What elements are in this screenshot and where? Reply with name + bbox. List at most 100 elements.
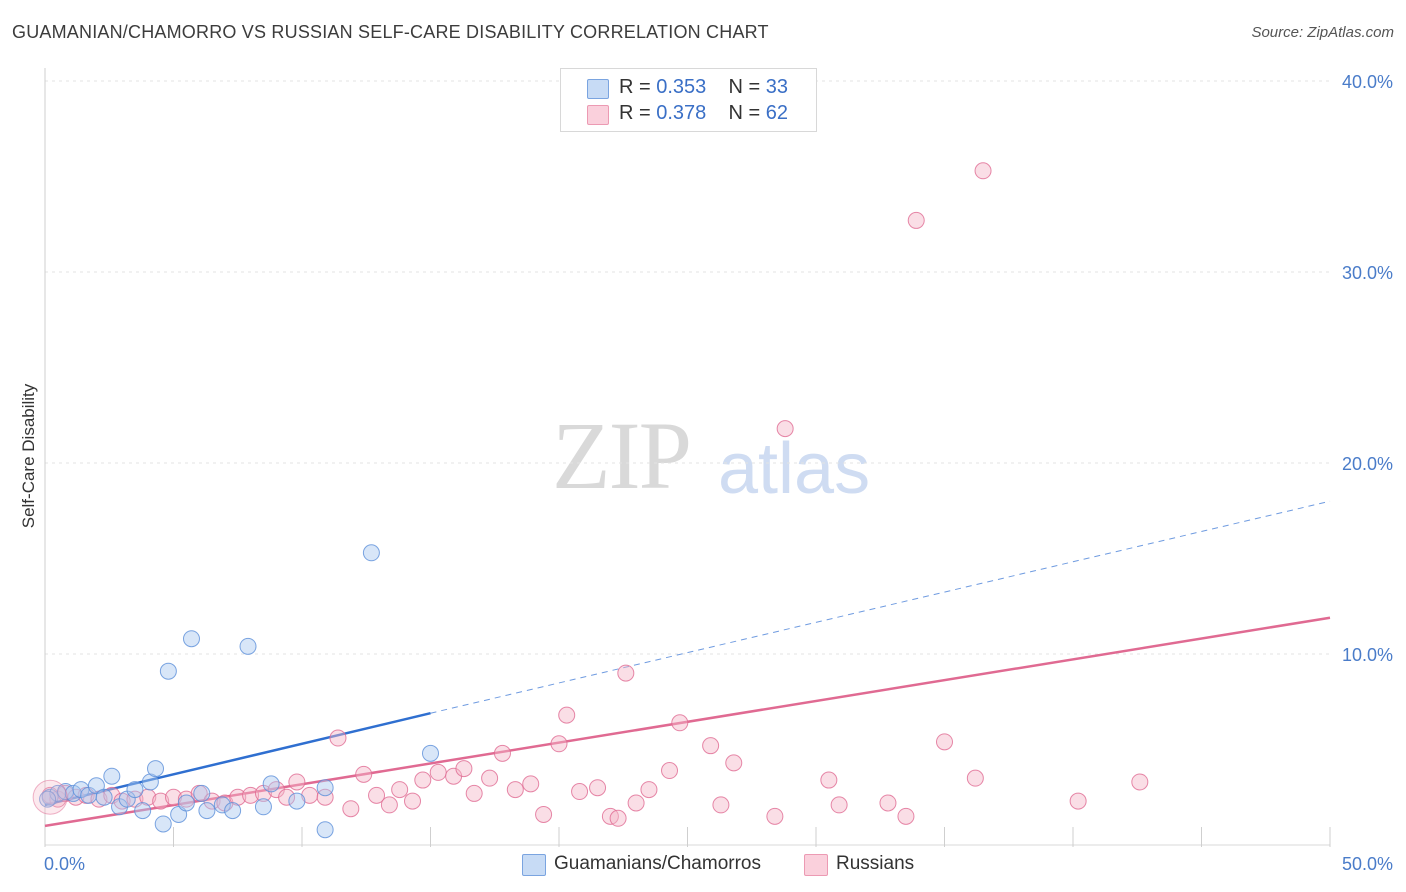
- data-point-russian: [380, 796, 398, 814]
- bottom-legend-swatch-guamanian: [522, 854, 546, 876]
- y-tick-label: 40.0%: [1342, 72, 1393, 92]
- data-point-russian: [974, 162, 992, 180]
- data-point-guamanian: [362, 544, 380, 562]
- legend-r-label: R =: [619, 102, 657, 124]
- data-point-russian: [897, 807, 915, 825]
- data-point-russian: [522, 775, 540, 793]
- data-point-russian: [702, 737, 720, 755]
- data-point-russian: [288, 773, 306, 791]
- data-points: [32, 162, 1149, 839]
- data-point-guamanian: [95, 788, 113, 806]
- y-tick-label: 30.0%: [1342, 263, 1393, 283]
- data-point-russian: [242, 786, 260, 804]
- data-point-russian: [966, 769, 984, 787]
- data-point-russian: [414, 771, 432, 789]
- data-point-russian: [589, 779, 607, 797]
- data-point-guamanian: [239, 637, 257, 655]
- data-point-russian: [712, 796, 730, 814]
- data-point-russian: [329, 729, 347, 747]
- legend-swatch-russian: [587, 105, 609, 125]
- chart-title: GUAMANIAN/CHAMORRO VS RUSSIAN SELF-CARE …: [12, 22, 769, 42]
- data-point-russian: [455, 760, 473, 778]
- data-point-russian: [725, 754, 743, 772]
- legend-r-label: R =: [619, 76, 657, 98]
- data-point-russian: [152, 792, 170, 810]
- data-point-guamanian: [422, 744, 439, 762]
- grid-lines: [45, 80, 1330, 655]
- data-point-russian: [766, 807, 784, 825]
- data-point-guamanian: [198, 802, 216, 820]
- bottom-legend-label: Guamanians/Chamorros: [554, 853, 761, 874]
- legend-n-label: N =: [728, 102, 766, 124]
- data-point-russian: [1069, 792, 1087, 810]
- watermark-atlas: atlas: [718, 429, 871, 509]
- legend-n-label: N =: [728, 76, 766, 98]
- data-point-guamanian: [316, 821, 334, 839]
- x-tick-label: 0.0%: [44, 854, 85, 874]
- data-point-russian: [506, 781, 524, 799]
- data-point-russian: [1131, 773, 1149, 791]
- legend-swatch-guamanian: [587, 79, 609, 99]
- watermark-zip: ZIP: [552, 402, 692, 509]
- data-point-russian: [830, 796, 848, 814]
- data-point-russian: [776, 420, 794, 438]
- data-point-guamanian: [193, 784, 211, 802]
- data-point-guamanian: [159, 662, 177, 680]
- bottom-legend-swatch-russian: [804, 854, 828, 876]
- data-point-guamanian: [134, 802, 152, 820]
- legend-r-value: 0.353: [656, 76, 707, 98]
- x-tick-label: 50.0%: [1342, 854, 1393, 874]
- data-point-russian: [391, 781, 409, 799]
- data-point-guamanian: [41, 788, 59, 806]
- data-point-russian: [429, 763, 447, 781]
- data-point-guamanian: [288, 792, 306, 810]
- data-point-russian: [342, 800, 360, 818]
- data-point-russian: [558, 706, 576, 724]
- data-point-russian: [907, 211, 925, 229]
- chart-source: Source: ZipAtlas.com: [1251, 24, 1394, 41]
- data-point-russian: [640, 781, 658, 799]
- data-point-russian: [368, 786, 386, 804]
- data-point-russian: [571, 783, 589, 801]
- y-tick-label: 20.0%: [1342, 454, 1393, 474]
- data-point-guamanian: [103, 767, 121, 785]
- data-point-russian: [671, 714, 689, 732]
- data-point-russian: [465, 784, 483, 802]
- data-point-russian: [609, 809, 627, 827]
- y-axis-label: Self-Care Disability: [19, 383, 38, 528]
- data-point-guamanian: [141, 773, 159, 791]
- data-point-russian: [355, 765, 373, 783]
- data-point-guamanian: [126, 781, 144, 799]
- data-point-guamanian: [182, 630, 200, 648]
- axes: [44, 68, 1331, 847]
- data-point-russian: [820, 771, 838, 789]
- data-point-guamanian: [262, 775, 280, 793]
- tick-labels: 10.0% 20.0% 30.0% 40.0% 0.0% 50.0%: [44, 72, 1393, 874]
- data-point-guamanian: [147, 760, 165, 778]
- legend-r-value: 0.378: [656, 102, 707, 124]
- data-point-guamanian: [213, 796, 231, 814]
- data-point-russian: [316, 788, 334, 806]
- y-tick-label: 10.0%: [1342, 645, 1393, 665]
- data-point-russian: [627, 794, 645, 812]
- data-point-guamanian: [224, 802, 242, 820]
- data-point-guamanian: [154, 815, 172, 833]
- legend-n-value: 62: [765, 102, 789, 124]
- data-point-russian: [404, 792, 422, 810]
- correlation-legend: R = 0.353 N = 33 R = 0.378 N = 62: [560, 68, 817, 132]
- legend-n-value: 33: [765, 76, 789, 98]
- data-point-russian: [617, 664, 635, 682]
- data-point-russian: [229, 788, 247, 806]
- data-point-russian: [535, 805, 553, 823]
- data-point-guamanian: [316, 779, 334, 797]
- data-point-russian: [936, 733, 953, 751]
- data-point-russian: [661, 762, 679, 780]
- bottom-legend-label: Russians: [836, 853, 915, 874]
- data-point-guamanian: [39, 790, 57, 808]
- data-point-guamanian: [177, 794, 195, 812]
- data-point-russian: [278, 788, 296, 806]
- data-point-russian: [879, 794, 897, 812]
- trendline-guamanian-extension: [430, 500, 1331, 714]
- data-point-cluster: [32, 779, 68, 815]
